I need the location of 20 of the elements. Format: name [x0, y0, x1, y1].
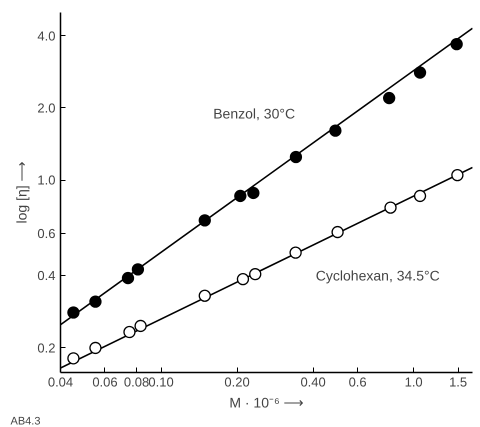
- y-tick-label: 0.2: [37, 340, 56, 356]
- x-tick-label: 0.40: [300, 374, 326, 390]
- x-axis-title: M · 10⁻⁶ ⟶: [229, 394, 304, 410]
- x-tick-label: 0.06: [92, 374, 118, 390]
- x-tick-label: 0.10: [148, 374, 174, 390]
- x-tick-label: 0.08: [124, 374, 150, 390]
- x-tick-label: 0.04: [48, 374, 74, 390]
- y-tick-label: 4.0: [37, 28, 56, 44]
- y-tick-label: 0.6: [37, 226, 56, 241]
- y-tick-label: 0.4: [37, 268, 56, 284]
- y-tick-label: 2.0: [37, 100, 56, 116]
- x-tick-label: 0.20: [224, 374, 250, 390]
- y-tick-label: 1.0: [37, 172, 56, 188]
- y-axis-title: log [η] ⟶: [13, 161, 30, 224]
- x-tick-label: 0.6: [348, 374, 367, 390]
- annotation: Cyclohexan, 34.5°C: [316, 267, 440, 284]
- x-tick-label: 1.5: [449, 374, 468, 390]
- text: AB4.3: [10, 416, 40, 427]
- annotation: Benzol, 30°C: [213, 105, 296, 122]
- x-tick-label: 1.0: [404, 374, 423, 390]
